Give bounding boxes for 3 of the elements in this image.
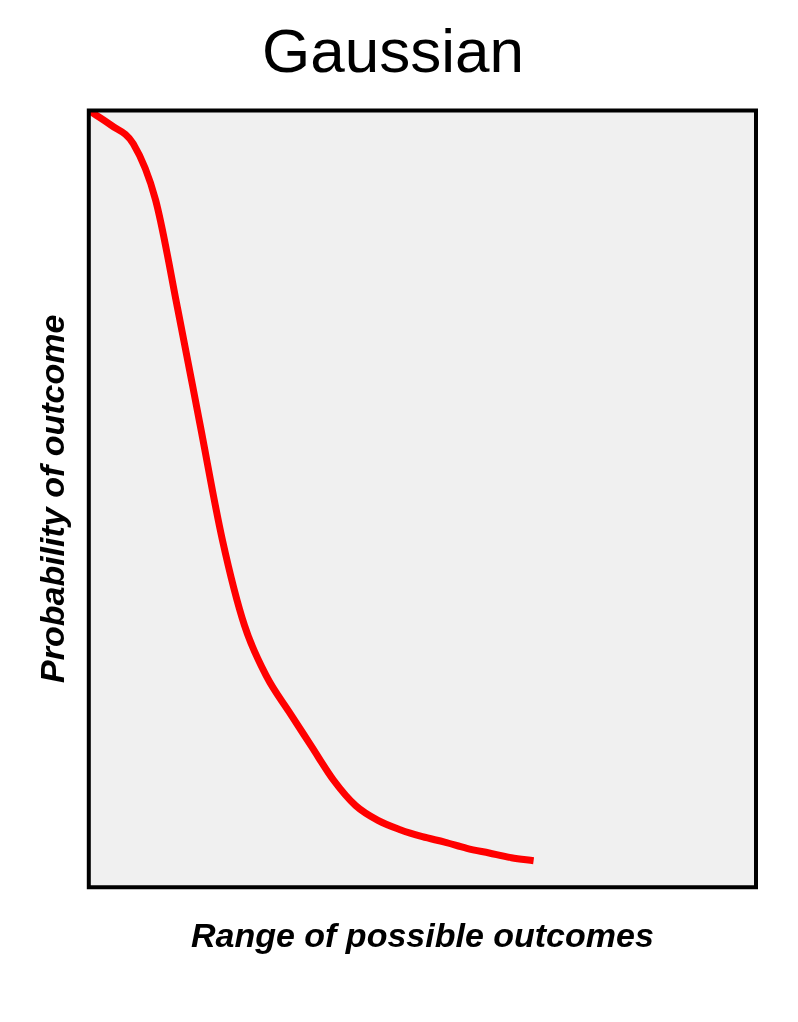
y-axis-title: Probability of outcome [32, 314, 71, 683]
chart-title: Gaussian [262, 16, 524, 86]
x-axis-title: Range of possible outcomes [190, 915, 654, 954]
